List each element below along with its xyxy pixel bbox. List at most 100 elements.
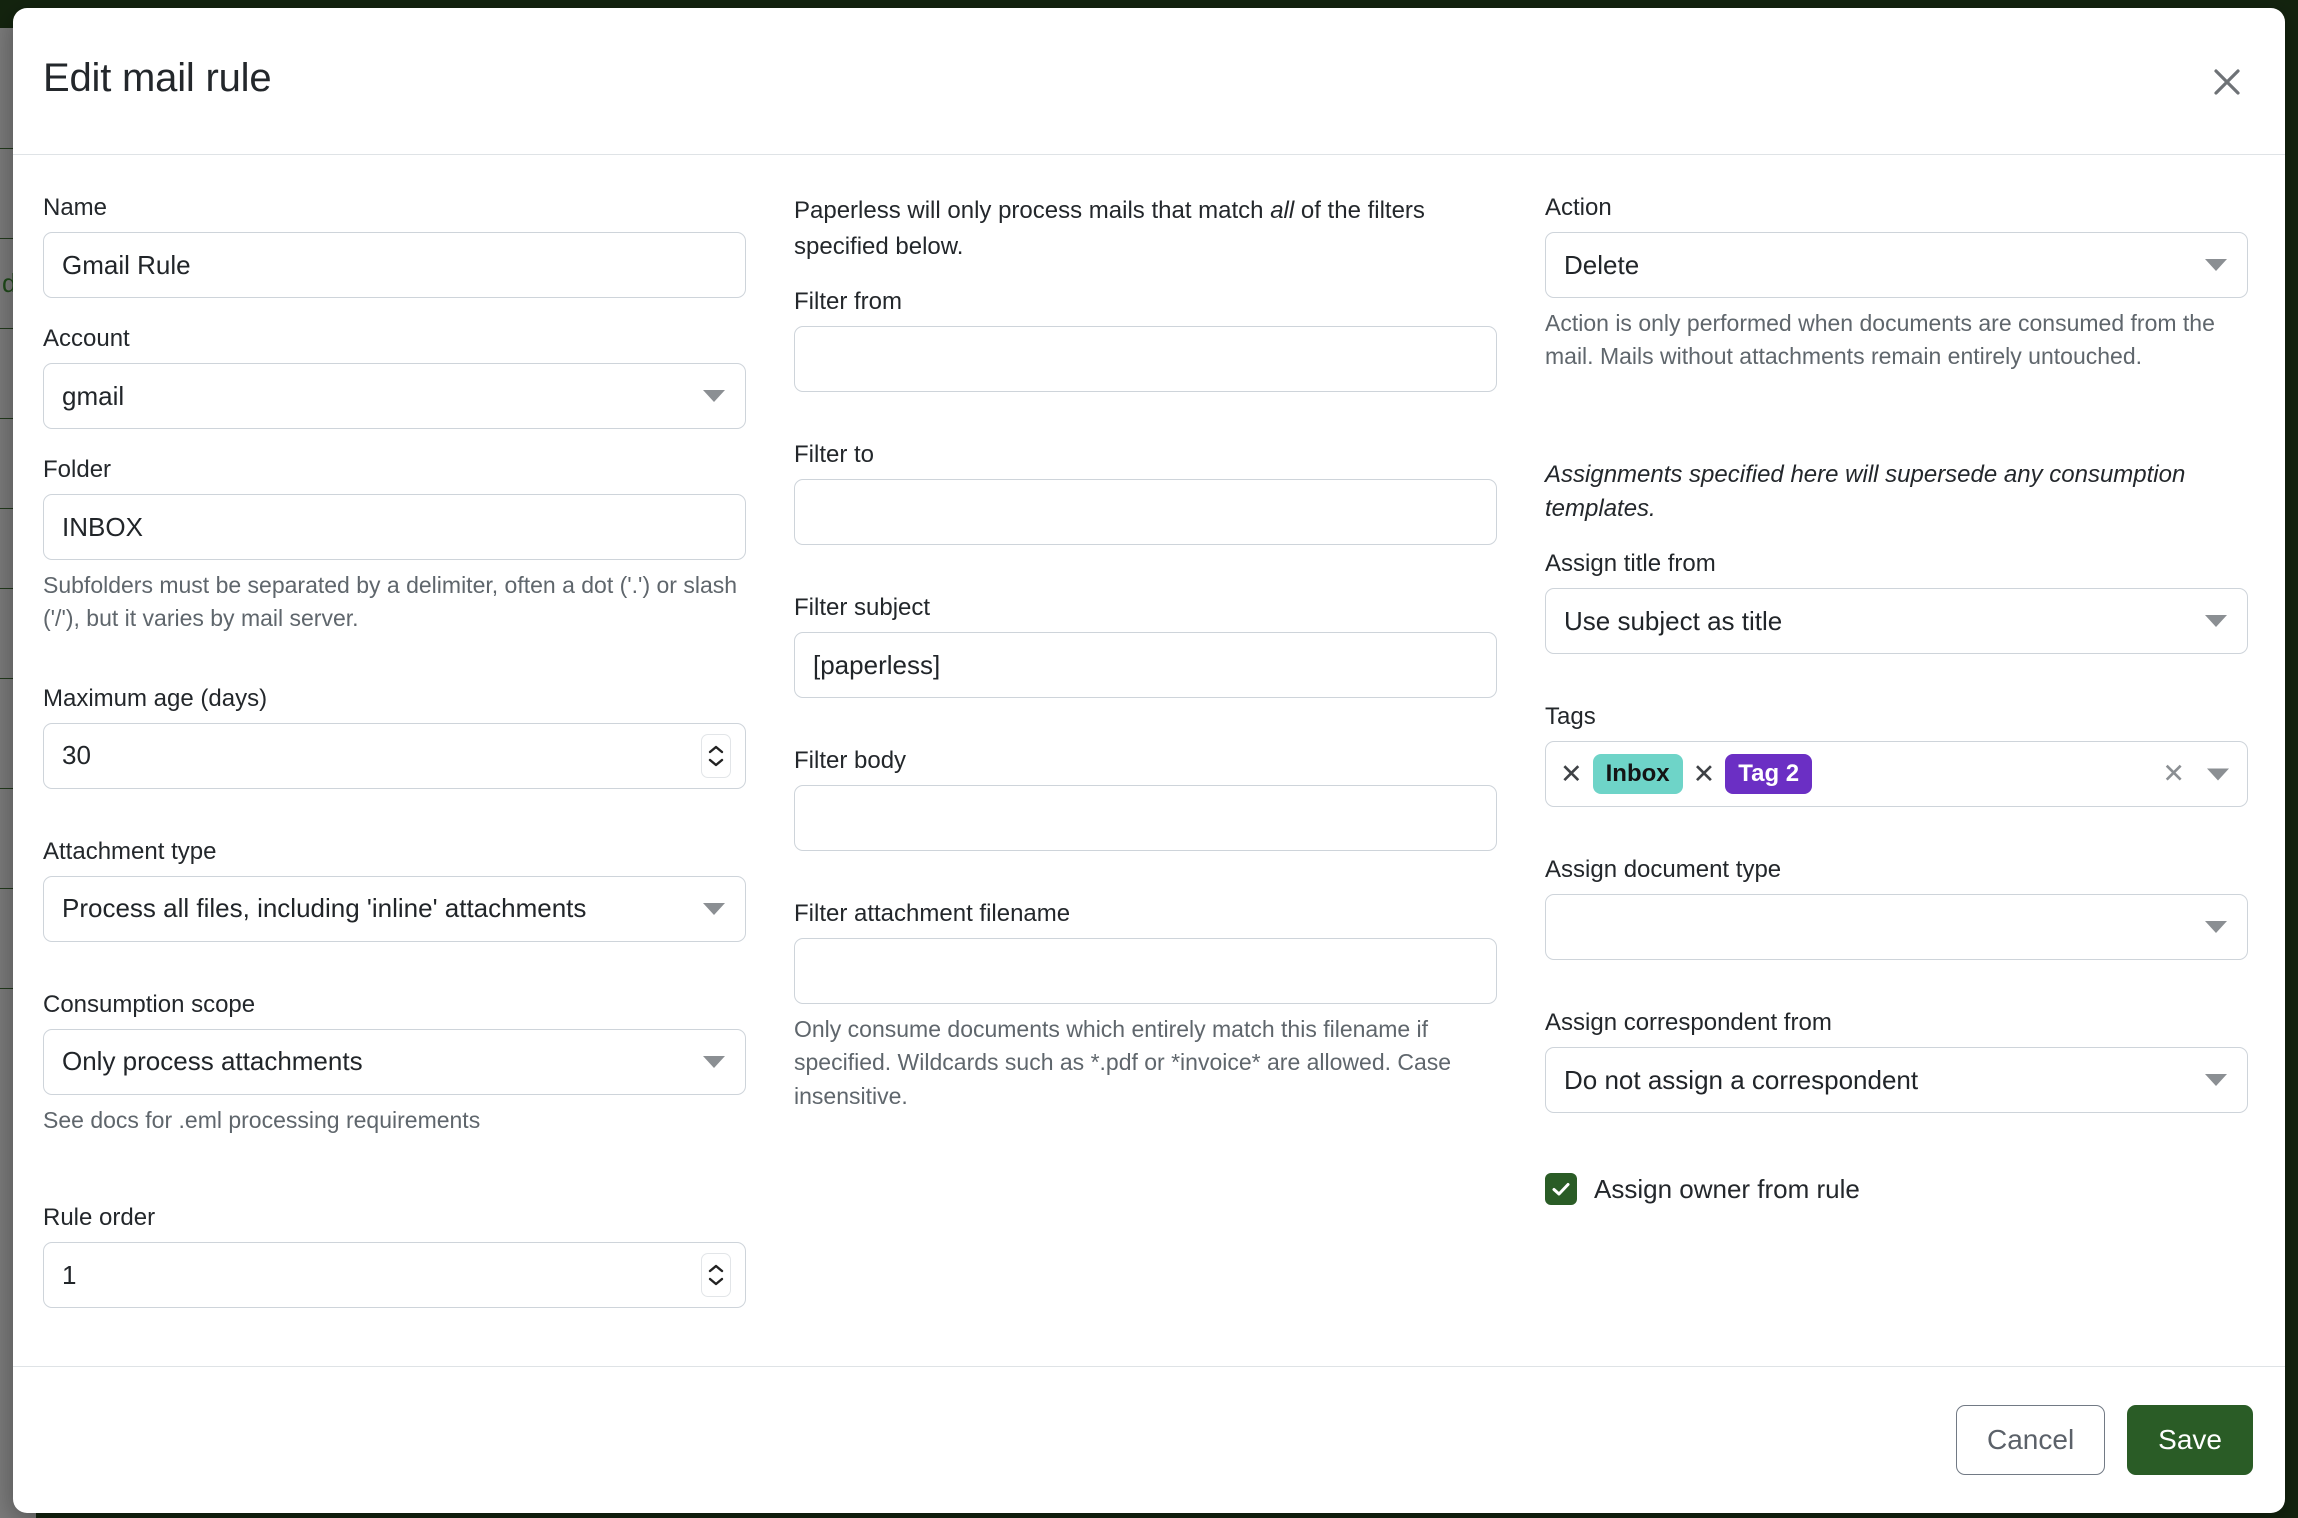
label-filter-subject: Filter subject xyxy=(794,594,931,621)
label-filter-to: Filter to xyxy=(794,441,875,468)
field-rule-order: Rule order 1 xyxy=(43,1203,746,1309)
filters-intro-text: Paperless will only process mails that m… xyxy=(794,193,1497,265)
cancel-button[interactable]: Cancel xyxy=(1956,1405,2106,1475)
dialog-header: Edit mail rule xyxy=(13,8,2285,155)
tags-input[interactable]: ✕ Inbox ✕ Tag 2 ✕ xyxy=(1545,741,2248,808)
label-name: Name xyxy=(43,194,108,221)
remove-tag-icon[interactable]: ✕ xyxy=(1692,758,1716,789)
assign-owner-checkbox[interactable] xyxy=(1545,1173,1577,1206)
label-filter-attachment-filename: Filter attachment filename xyxy=(794,900,1071,927)
tag-chip[interactable]: Inbox xyxy=(1592,754,1683,795)
assign-correspondent-from-select[interactable]: Do not assign a correspondent xyxy=(1545,1047,2248,1114)
check-icon xyxy=(1550,1178,1572,1200)
folder-help-text: Subfolders must be separated by a delimi… xyxy=(43,572,738,632)
filter-body-input[interactable] xyxy=(794,785,1497,851)
tag-chip[interactable]: Tag 2 xyxy=(1725,754,1813,795)
chevron-down-icon xyxy=(2205,615,2227,628)
assignments-note: Assignments specified here will supersed… xyxy=(1545,460,2186,523)
rule-order-stepper[interactable] xyxy=(701,1253,731,1298)
label-attachment-type: Attachment type xyxy=(43,837,217,865)
label-assign-title-from: Assign title from xyxy=(1545,550,1716,578)
remove-tag-icon[interactable]: ✕ xyxy=(1560,758,1583,789)
label-action: Action xyxy=(1545,194,1612,221)
filters-intro-before: Paperless will only process mails that m… xyxy=(794,197,1271,224)
attachment-type-select[interactable]: Process all files, including 'inline' at… xyxy=(43,875,746,942)
chevron-down-icon[interactable] xyxy=(2207,768,2229,781)
label-tags: Tags xyxy=(1545,703,1596,731)
consumption-scope-value: Only process attachments xyxy=(62,1046,363,1077)
chevron-up-icon xyxy=(708,745,724,753)
tag-item: ✕ Tag 2 xyxy=(1692,754,1813,795)
label-assign-correspondent-from: Assign correspondent from xyxy=(1545,1009,1832,1037)
filter-subject-input[interactable]: [paperless] xyxy=(794,632,1497,698)
field-assign-correspondent-from: Assign correspondent from Do not assign … xyxy=(1545,1008,2248,1114)
name-input[interactable]: Gmail Rule xyxy=(43,232,746,298)
action-select[interactable]: Delete xyxy=(1545,232,2248,298)
field-filter-subject: Filter subject [paperless] xyxy=(794,593,1497,698)
account-select-value: gmail xyxy=(62,380,125,411)
label-account: Account xyxy=(43,325,130,352)
label-filter-body: Filter body xyxy=(794,747,907,774)
field-consumption-scope: Consumption scope Only process attachmen… xyxy=(43,990,746,1137)
chevron-down-icon xyxy=(2205,921,2227,934)
field-attachment-type: Attachment type Process all files, inclu… xyxy=(43,837,746,942)
filter-from-input[interactable] xyxy=(794,326,1497,392)
filters-intro-italic: all xyxy=(1270,197,1295,224)
field-folder: Folder INBOX Subfolders must be separate… xyxy=(43,455,746,636)
name-input-value: Gmail Rule xyxy=(62,249,191,280)
consumption-scope-select[interactable]: Only process attachments xyxy=(43,1028,746,1095)
field-maximum-age: Maximum age (days) 30 xyxy=(43,684,746,789)
filter-subject-value: [paperless] xyxy=(813,649,941,680)
assign-correspondent-from-value: Do not assign a correspondent xyxy=(1564,1064,1919,1095)
clear-all-icon[interactable]: ✕ xyxy=(2162,758,2185,789)
consumption-scope-help-text: See docs for .eml processing requirement… xyxy=(43,1106,481,1133)
page-title: Edit mail rule xyxy=(43,56,272,100)
field-filter-to: Filter to xyxy=(794,440,1497,545)
label-maximum-age: Maximum age (days) xyxy=(43,684,268,712)
dialog-footer: Cancel Save xyxy=(13,1366,2285,1513)
field-account: Account gmail xyxy=(43,324,746,429)
close-button[interactable] xyxy=(2201,56,2253,108)
attachment-type-value: Process all files, including 'inline' at… xyxy=(62,893,587,924)
middle-column: Paperless will only process mails that m… xyxy=(794,193,1497,1334)
maximum-age-input[interactable]: 30 xyxy=(43,722,746,789)
filter-to-input[interactable] xyxy=(794,479,1497,545)
tags-actions: ✕ xyxy=(2162,758,2229,789)
tag-item: ✕ Inbox xyxy=(1560,754,1683,795)
field-filter-body: Filter body xyxy=(794,746,1497,851)
folder-input[interactable]: INBOX xyxy=(43,494,746,560)
field-name: Name Gmail Rule xyxy=(43,193,746,298)
rule-order-input[interactable]: 1 xyxy=(43,1242,746,1309)
account-select[interactable]: gmail xyxy=(43,363,746,429)
label-consumption-scope: Consumption scope xyxy=(43,990,256,1018)
maximum-age-stepper[interactable] xyxy=(701,733,731,778)
action-select-value: Delete xyxy=(1564,249,1640,280)
chevron-down-icon xyxy=(2205,1074,2227,1087)
assign-owner-row: Assign owner from rule xyxy=(1545,1173,2248,1206)
chevron-down-icon xyxy=(2205,259,2227,271)
rule-order-value: 1 xyxy=(62,1259,77,1290)
folder-input-value: INBOX xyxy=(62,511,143,542)
assign-document-type-select[interactable] xyxy=(1545,894,2248,961)
close-icon xyxy=(2209,64,2245,100)
save-button[interactable]: Save xyxy=(2127,1405,2253,1475)
dialog-body: Name Gmail Rule Account gmail Folder I xyxy=(13,155,2285,1365)
field-assign-title-from: Assign title from Use subject as title xyxy=(1545,549,2248,655)
right-column: Action Delete Action is only performed w… xyxy=(1545,193,2248,1334)
filter-attachment-filename-input[interactable] xyxy=(794,938,1497,1004)
left-column: Name Gmail Rule Account gmail Folder I xyxy=(43,193,746,1334)
label-filter-from: Filter from xyxy=(794,288,902,315)
assign-owner-label: Assign owner from rule xyxy=(1594,1173,1860,1204)
label-rule-order: Rule order xyxy=(43,1204,156,1232)
chevron-down-icon xyxy=(703,1055,725,1068)
action-help-text: Action is only performed when documents … xyxy=(1545,310,2215,370)
field-tags: Tags ✕ Inbox ✕ Tag 2 ✕ xyxy=(1545,702,2248,808)
assign-title-from-select[interactable]: Use subject as title xyxy=(1545,588,2248,655)
filter-attachment-filename-help-text: Only consume documents which entirely ma… xyxy=(794,1016,1452,1109)
maximum-age-value: 30 xyxy=(62,740,91,771)
label-folder: Folder xyxy=(43,456,112,483)
chevron-down-icon xyxy=(703,390,725,402)
chevron-down-icon xyxy=(708,758,724,766)
label-assign-document-type: Assign document type xyxy=(1545,856,1782,884)
field-filter-from: Filter from xyxy=(794,287,1497,392)
